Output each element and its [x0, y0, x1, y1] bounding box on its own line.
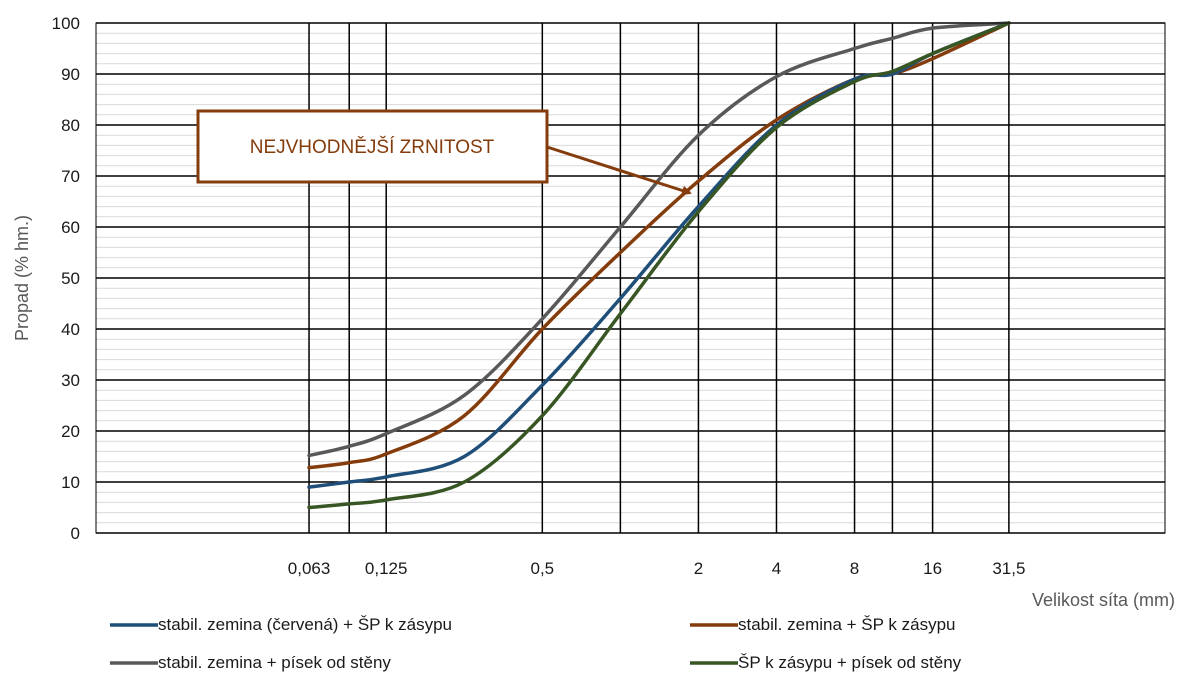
legend-label: ŠP k zásypu + písek od stěny [738, 653, 962, 672]
legend-label: stabil. zemina + ŠP k zásypu [738, 615, 956, 634]
y-tick-label: 80 [61, 116, 80, 135]
legend-label: stabil. zemina + písek od stěny [158, 653, 391, 672]
annotation: NEJVHODNĚJŠÍ ZRNITOST [196, 109, 692, 196]
plot-area-border [95, 22, 1166, 534]
y-tick-label: 70 [61, 167, 80, 186]
series-line [307, 21, 1011, 458]
series-line [307, 21, 1011, 489]
y-tick-label: 100 [52, 14, 80, 33]
y-tick-labels: 0 10 20 30 40 50 60 70 80 90 100 [52, 14, 80, 543]
y-axis-title: Propad (% hm.) [12, 215, 32, 341]
x-tick-label: 8 [850, 559, 859, 578]
y-tick-label: 40 [61, 320, 80, 339]
x-tick-label: 4 [772, 559, 781, 578]
y-tick-label: 50 [61, 269, 80, 288]
legend-label: stabil. zemina (červená) + ŠP k zásypu [158, 615, 452, 634]
y-tick-label: 10 [61, 473, 80, 492]
y-tick-label: 0 [71, 524, 80, 543]
series-line [307, 21, 1011, 510]
x-tick-label: 0,063 [288, 559, 331, 578]
x-axis-title: Velikost síta (mm) [1032, 590, 1175, 610]
annotation-box [196, 109, 549, 184]
y-tick-label: 60 [61, 218, 80, 237]
y-tick-label: 90 [61, 65, 80, 84]
x-tick-label: 0,125 [365, 559, 408, 578]
x-tick-labels: 0,063 0,125 0,5 2 4 8 16 31,5 [288, 559, 1026, 578]
series-line [307, 21, 1011, 470]
x-tick-label: 0,5 [530, 559, 554, 578]
y-tick-label: 20 [61, 422, 80, 441]
annotation-text: NEJVHODNĚJŠÍ ZRNITOST [250, 136, 495, 158]
x-tick-label: 16 [923, 559, 942, 578]
annotation-arrow [546, 145, 692, 196]
x-tick-label: 2 [694, 559, 703, 578]
major-gridlines [96, 22, 1165, 534]
x-tick-label: 31,5 [992, 559, 1025, 578]
legend: stabil. zemina (červená) + ŠP k zásypu st… [110, 615, 962, 672]
series-lines [307, 21, 1011, 510]
y-tick-label: 30 [61, 371, 80, 390]
